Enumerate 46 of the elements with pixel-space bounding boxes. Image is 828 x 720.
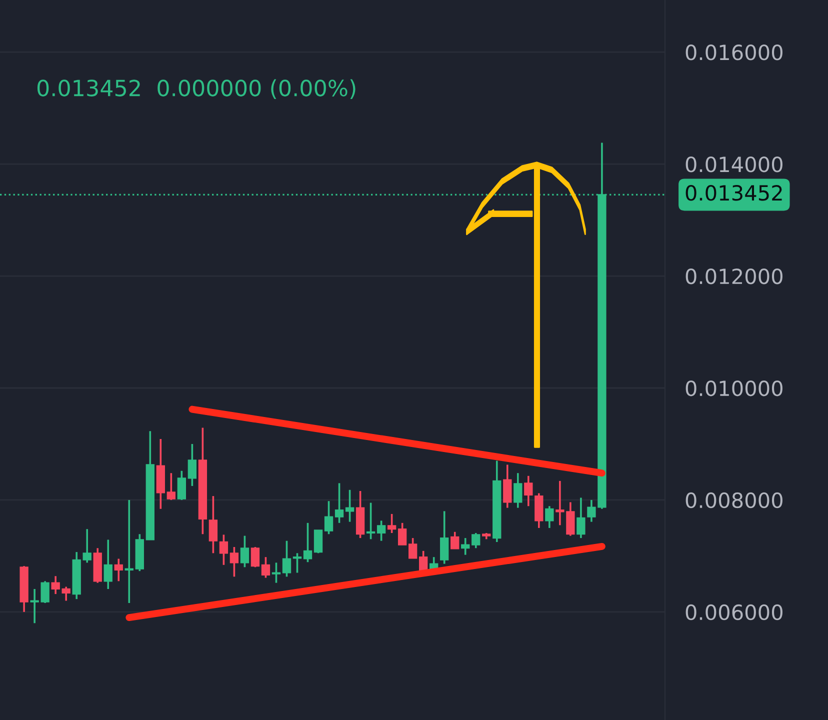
candlestick (104, 538, 112, 590)
candlestick (250, 546, 260, 568)
y-tick-label: 0.016000 (686, 44, 782, 60)
candlestick (324, 500, 334, 536)
candlestick (576, 496, 586, 539)
candlestick (166, 472, 176, 501)
candlestick (387, 513, 396, 534)
candlestick (366, 502, 376, 540)
candlestick (219, 534, 228, 566)
candlestick (177, 470, 186, 501)
candlestick (461, 537, 470, 556)
candlestick (418, 550, 428, 571)
candlestick (345, 488, 354, 523)
candlestick (292, 552, 302, 574)
candlestick (188, 443, 197, 487)
candlestick (272, 562, 281, 584)
candlestick (124, 499, 134, 604)
candlestick (114, 558, 123, 582)
candlestick (503, 464, 512, 509)
candlestick (208, 495, 218, 554)
candlestick (376, 520, 386, 542)
candlestick (62, 586, 70, 602)
candlestick (303, 522, 312, 564)
y-tick-label: 0.010000 (686, 380, 782, 396)
y-tick-label: 0.012000 (686, 268, 782, 284)
candlestick (472, 532, 480, 550)
y-tick-label: 0.008000 (686, 492, 782, 508)
text: 0.013452 0.000000 (0.00%) (37, 79, 356, 100)
candlestick (230, 546, 239, 578)
candlestick (524, 474, 533, 508)
candlestick (51, 575, 60, 595)
candlestick (82, 528, 92, 564)
candlestick (240, 534, 250, 568)
y-tick-label: 0.014000 (686, 156, 782, 172)
candlestick (282, 540, 292, 578)
candlestick (261, 556, 270, 579)
candlestick (514, 472, 522, 509)
y-tick-label: 0.006000 (686, 604, 782, 620)
candlestick (450, 530, 460, 550)
candlestick (334, 482, 344, 524)
ref-line-label: 0.013452 (686, 185, 782, 201)
candlestick (545, 505, 554, 529)
candlestick (314, 529, 323, 554)
candlestick (398, 522, 407, 546)
candlestick (440, 510, 449, 565)
candlestick (408, 537, 418, 560)
